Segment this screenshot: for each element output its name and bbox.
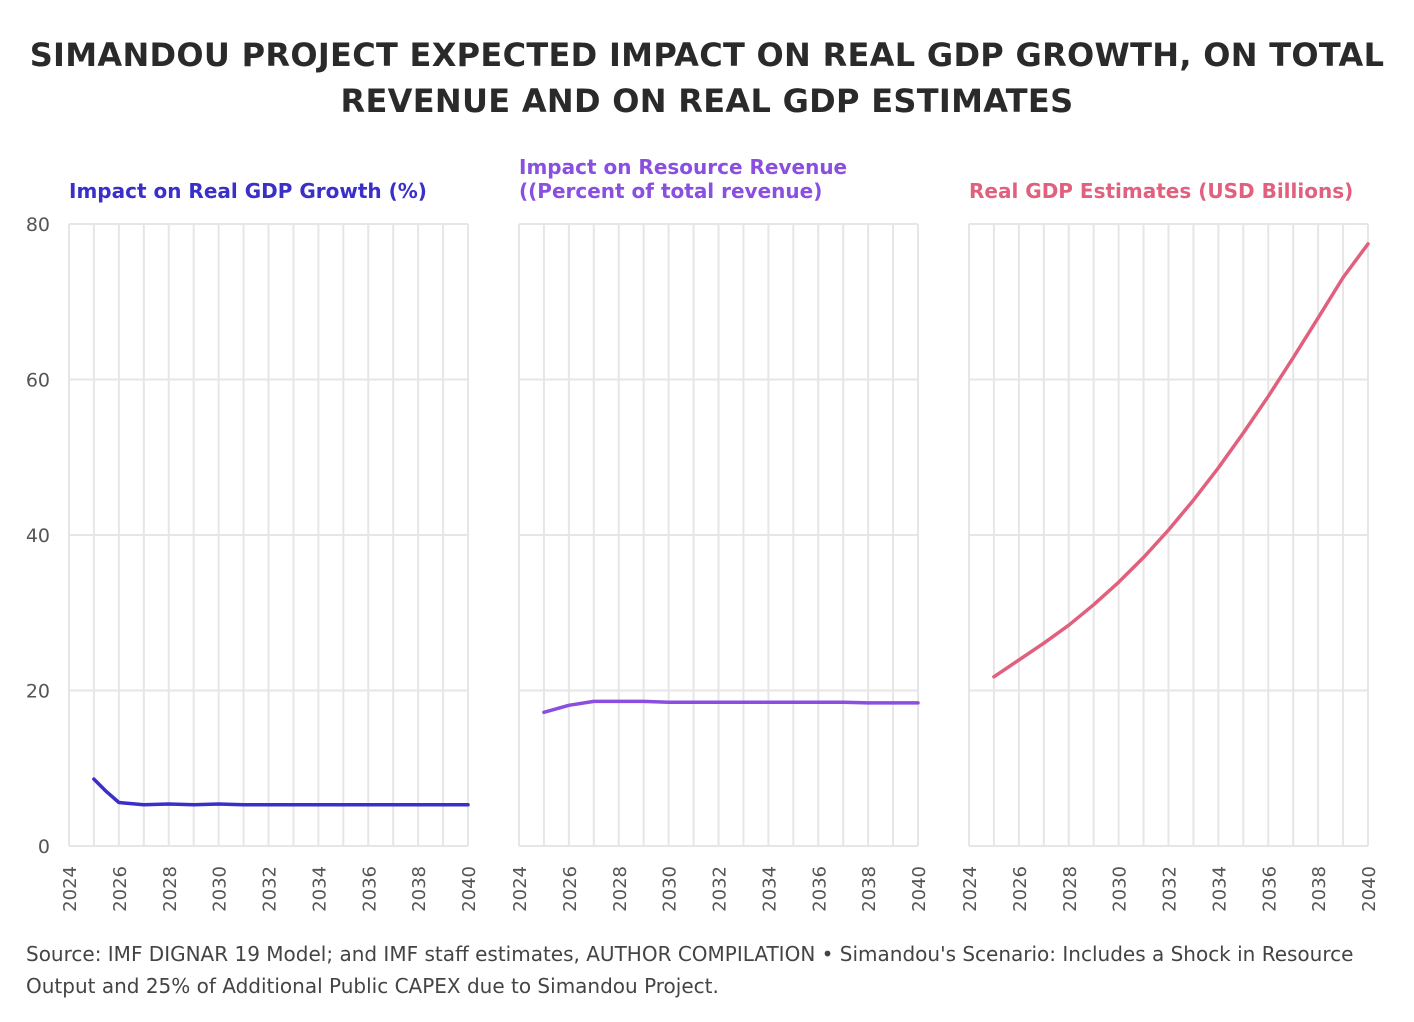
y-tick-label-80: 80 <box>26 214 50 236</box>
data-point-panel3-0 <box>992 675 995 678</box>
x-tick-label-panel2-2028: 2028 <box>610 866 631 912</box>
chart-title: SIMANDOU PROJECT EXPECTED IMPACT ON REAL… <box>0 32 1414 124</box>
x-tick-label-panel3-2040: 2040 <box>1359 866 1380 912</box>
data-point-panel1-15 <box>442 803 445 806</box>
data-point-panel2-15 <box>917 701 920 704</box>
data-point-panel1-12 <box>367 803 370 806</box>
data-point-panel1-11 <box>342 803 345 806</box>
data-point-panel2-3 <box>617 700 620 703</box>
x-tick-label-panel2-2038: 2038 <box>859 866 880 912</box>
panel-title-resource-revenue-line-1: Impact on Resource Revenue <box>519 155 848 179</box>
data-point-panel2-10 <box>792 701 795 704</box>
y-tick-label-60: 60 <box>26 370 50 392</box>
x-tick-label-panel3-2026: 2026 <box>1010 866 1031 912</box>
x-tick-label-panel3-2024: 2024 <box>960 866 981 912</box>
x-tick-label-panel2-2032: 2032 <box>710 866 731 912</box>
panel-title-resource-revenue-line-2: ((Percent of total revenue) <box>519 179 823 203</box>
data-point-panel3-15 <box>1367 242 1370 245</box>
series-line-panel2 <box>542 699 920 715</box>
data-point-panel3-1 <box>1017 659 1020 662</box>
x-tick-label-panel1-2040: 2040 <box>459 866 480 912</box>
source-note-line-2: Output and 25% of Additional Public CAPE… <box>26 974 719 998</box>
data-point-panel2-2 <box>592 700 595 703</box>
data-point-panel1-10 <box>317 803 320 806</box>
data-point-panel3-13 <box>1317 316 1320 319</box>
data-point-panel2-4 <box>642 700 645 703</box>
x-tick-label-panel1-2038: 2038 <box>409 866 430 912</box>
data-point-panel1-9 <box>292 803 295 806</box>
x-tick-label-panel1-2034: 2034 <box>309 866 330 912</box>
data-point-panel2-8 <box>742 701 745 704</box>
panel-title-resource-revenue: Impact on Resource Revenue ((Percent of … <box>519 155 847 203</box>
data-point-panel3-6 <box>1142 556 1145 559</box>
data-point-panel1-8 <box>267 803 270 806</box>
x-tick-label-panel2-2036: 2036 <box>809 866 830 912</box>
x-tick-label-panel1-2032: 2032 <box>260 866 281 912</box>
data-point-panel2-11 <box>817 701 820 704</box>
x-tick-label-panel2-2024: 2024 <box>510 866 531 912</box>
x-tick-label-panel3-2030: 2030 <box>1110 866 1131 912</box>
data-point-panel1-1 <box>105 790 108 793</box>
data-point-panel1-3 <box>142 803 145 806</box>
series-line-panel1 <box>92 777 470 807</box>
x-tick-label-panel3-2028: 2028 <box>1060 866 1081 912</box>
data-point-panel2-7 <box>717 701 720 704</box>
panel-title-real-gdp: Real GDP Estimates (USD Billions) <box>969 179 1353 203</box>
data-point-panel1-2 <box>117 801 120 804</box>
x-tick-label-panel1-2030: 2030 <box>210 866 231 912</box>
data-point-panel3-4 <box>1092 603 1095 606</box>
data-point-panel2-12 <box>842 701 845 704</box>
x-tick-label-panel3-2032: 2032 <box>1160 866 1181 912</box>
data-point-panel3-7 <box>1167 529 1170 532</box>
data-point-panel1-13 <box>392 803 395 806</box>
data-point-panel2-13 <box>867 701 870 704</box>
data-point-panel3-14 <box>1342 276 1345 279</box>
data-point-panel1-5 <box>192 803 195 806</box>
y-tick-label-20: 20 <box>26 681 50 703</box>
panel-title-real-gdp-line-1: Real GDP Estimates (USD Billions) <box>969 179 1354 203</box>
data-point-panel1-4 <box>167 803 170 806</box>
data-point-panel3-10 <box>1242 431 1245 434</box>
source-note-line-1: Source: IMF DIGNAR 19 Model; and IMF sta… <box>26 942 1354 966</box>
data-point-panel1-16 <box>467 803 470 806</box>
x-tick-label-panel1-2036: 2036 <box>359 866 380 912</box>
data-point-panel1-0 <box>92 778 95 781</box>
panel-title-gdp-growth: Impact on Real GDP Growth (%) <box>69 179 427 203</box>
x-tick-label-panel2-2034: 2034 <box>759 866 780 912</box>
data-point-panel2-0 <box>542 711 545 714</box>
data-point-panel2-6 <box>692 701 695 704</box>
data-point-panel2-1 <box>567 704 570 707</box>
data-point-panel2-9 <box>767 701 770 704</box>
series-line-panel3 <box>992 242 1370 679</box>
x-tick-label-panel1-2026: 2026 <box>110 866 131 912</box>
x-tick-label-panel3-2036: 2036 <box>1259 866 1280 912</box>
source-note: Source: IMF DIGNAR 19 Model; and IMF sta… <box>26 938 1396 1002</box>
data-point-panel3-9 <box>1217 466 1220 469</box>
data-point-panel3-5 <box>1117 581 1120 584</box>
data-point-panel3-12 <box>1292 356 1295 359</box>
data-point-panel1-7 <box>242 803 245 806</box>
data-point-panel3-8 <box>1192 499 1195 502</box>
x-tick-label-panel2-2026: 2026 <box>560 866 581 912</box>
x-tick-label-panel3-2038: 2038 <box>1309 866 1330 912</box>
data-point-panel3-11 <box>1267 395 1270 398</box>
data-point-panel1-14 <box>417 803 420 806</box>
data-point-panel2-5 <box>667 701 670 704</box>
data-point-panel3-2 <box>1042 642 1045 645</box>
x-tick-label-panel1-2028: 2028 <box>160 866 181 912</box>
data-point-panel3-3 <box>1067 624 1070 627</box>
y-tick-label-0: 0 <box>38 836 50 858</box>
x-tick-label-panel2-2040: 2040 <box>909 866 930 912</box>
y-tick-label-40: 40 <box>26 525 50 547</box>
chart-title-line-1: SIMANDOU PROJECT EXPECTED IMPACT ON REAL… <box>29 36 1385 74</box>
x-tick-label-panel3-2034: 2034 <box>1209 866 1230 912</box>
chart-title-line-2: REVENUE AND ON REAL GDP ESTIMATES <box>340 82 1074 120</box>
x-tick-label-panel1-2024: 2024 <box>60 866 81 912</box>
x-tick-label-panel2-2030: 2030 <box>660 866 681 912</box>
panel-title-gdp-growth-line-1: Impact on Real GDP Growth (%) <box>69 179 427 203</box>
data-point-panel1-6 <box>217 803 220 806</box>
data-point-panel2-14 <box>892 701 895 704</box>
